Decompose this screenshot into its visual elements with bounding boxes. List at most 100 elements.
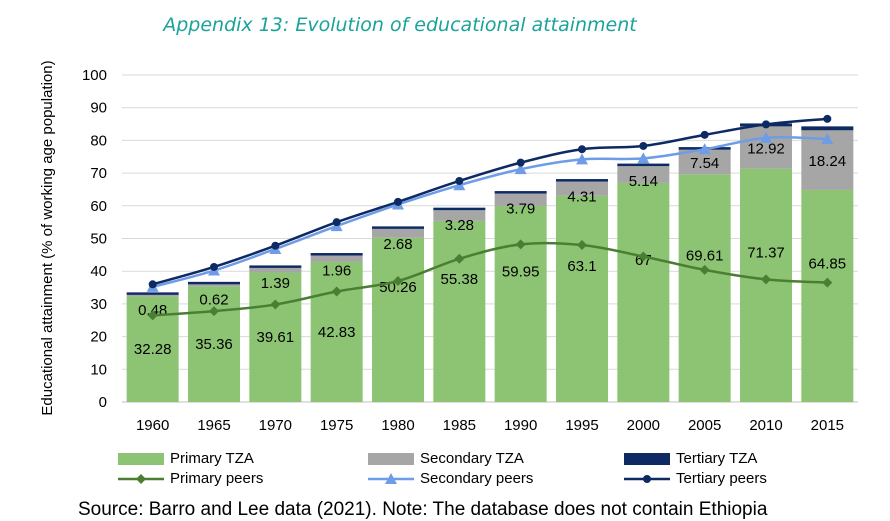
data-label-primary-tza: 39.61 (257, 329, 295, 346)
x-tick-label: 1995 (565, 417, 598, 434)
data-label-secondary-tza: 18.24 (809, 153, 847, 170)
x-tick-label: 1965 (197, 417, 230, 434)
bar-primary-tza (372, 237, 424, 402)
data-label-secondary-tza: 3.79 (506, 201, 535, 218)
bar-primary-tza (617, 182, 670, 402)
point-primary-peers (699, 264, 710, 275)
x-tick-label: 2005 (688, 417, 721, 434)
bar-secondary-tza (310, 255, 363, 262)
bar-secondary-tza (433, 210, 486, 221)
legend-label: Secondary TZA (420, 450, 524, 467)
point-secondary-peers (576, 153, 588, 165)
data-label-primary-tza: 59.95 (502, 263, 540, 280)
point-secondary-peers (637, 152, 650, 164)
bar-tertiary-tza (126, 292, 179, 295)
y-tick-label: 0 (99, 394, 107, 411)
point-primary-peers (761, 274, 771, 285)
data-label-secondary-tza: 3.28 (445, 217, 474, 234)
y-tick-label: 20 (90, 329, 107, 346)
data-label-secondary-tza: 12.92 (747, 140, 785, 157)
x-tick-label: 1975 (320, 417, 353, 434)
legend-label: Primary TZA (170, 450, 254, 467)
data-label-primary-tza: 32.28 (134, 341, 172, 358)
y-tick-label: 30 (90, 296, 107, 313)
legend-primary-peers: Primary peers (118, 470, 263, 487)
bar-secondary-tza (372, 228, 424, 238)
y-tick-label: 80 (90, 132, 107, 149)
bar-primary-tza (494, 205, 547, 402)
point-tertiary-peers (762, 120, 770, 129)
point-secondary-peers (760, 131, 772, 143)
point-primary-peers (454, 253, 465, 264)
x-tick-label: 2010 (749, 417, 782, 434)
bar-tertiary-tza (372, 226, 424, 229)
bar-tertiary-tza (249, 265, 302, 268)
legend-secondary-peers: Secondary peers (368, 470, 533, 487)
y-axis-ticks: 0 10 20 30 40 50 60 70 80 90 100 (82, 67, 107, 411)
point-tertiary-peers (148, 280, 157, 289)
bar-tertiary-tza (494, 191, 547, 194)
point-tertiary-peers (455, 176, 464, 185)
bar-secondary-tza (188, 284, 240, 287)
point-primary-peers (393, 276, 403, 287)
bar-tertiary-tza (801, 126, 854, 131)
legend-tertiary-tza: Tertiary TZA (624, 450, 757, 467)
y-axis-label: Educational attainment (% of working age… (39, 60, 56, 415)
data-label-primary-tza: 71.37 (747, 245, 785, 262)
bar-tertiary-tza (617, 163, 670, 167)
data-label-secondary-tza: 7.54 (690, 155, 719, 172)
point-tertiary-peers (516, 158, 525, 167)
x-tick-label: 1970 (259, 417, 292, 434)
bar-primary-tza (188, 286, 240, 402)
x-tick-label: 1985 (443, 417, 476, 434)
legend-swatch-tertiary-tza-icon (624, 452, 670, 465)
y-tick-label: 90 (90, 100, 107, 117)
legend-swatch-secondary-tza-icon (368, 452, 414, 465)
chart-title: Appendix 13: Evolution of educational at… (163, 14, 637, 36)
x-tick-label: 1960 (136, 417, 169, 434)
point-primary-peers (331, 286, 342, 297)
y-tick-label: 40 (90, 263, 107, 280)
legend-swatch-primary-tza-icon (118, 452, 164, 465)
bar-labels: 32.280.4835.360.6239.611.3942.831.9650.2… (134, 140, 846, 358)
bar-primary-tza (740, 168, 792, 402)
legend-label: Secondary peers (420, 470, 534, 487)
point-tertiary-peers (700, 130, 709, 139)
point-tertiary-peers (394, 197, 402, 206)
point-tertiary-peers (578, 145, 586, 154)
legend-secondary-tza: Secondary TZA (368, 450, 524, 467)
y-tick-label: 70 (90, 165, 107, 182)
x-tick-label: 2000 (627, 417, 660, 434)
bar-primary-tza (556, 195, 608, 402)
x-tick-label: 1980 (381, 417, 414, 434)
bar-primary-tza (249, 272, 302, 402)
y-tick-label: 100 (82, 67, 107, 84)
legend-label: Primary peers (170, 470, 264, 487)
point-primary-peers (270, 299, 281, 310)
legend-label: Tertiary peers (676, 470, 767, 487)
point-primary-peers (638, 251, 649, 262)
legend-label: Tertiary TZA (676, 450, 758, 467)
bar-tertiary-tza (310, 253, 363, 256)
bar-secondary-tza (494, 193, 547, 206)
point-primary-peers (147, 310, 158, 321)
bar-tertiary-tza (433, 207, 486, 211)
x-tick-label: 2015 (811, 417, 844, 434)
point-tertiary-peers (332, 218, 341, 227)
bar-tertiary-tza (556, 179, 608, 182)
point-primary-peers (822, 277, 833, 288)
data-label-primary-tza: 69.61 (686, 247, 724, 264)
data-label-primary-tza: 63.1 (567, 258, 596, 275)
point-primary-peers (515, 239, 526, 250)
point-secondary-peers (821, 133, 834, 145)
point-tertiary-peers (823, 114, 832, 123)
data-label-secondary-tza: 4.31 (567, 189, 596, 206)
data-label-secondary-tza: 0.62 (199, 291, 228, 308)
y-tick-label: 50 (90, 231, 107, 248)
legend-primary-tza: Primary TZA (118, 450, 254, 467)
data-label-secondary-tza: 2.68 (383, 236, 412, 253)
bar-primary-tza (433, 220, 486, 402)
bar-secondary-tza (556, 181, 608, 196)
point-tertiary-peers (271, 241, 280, 250)
